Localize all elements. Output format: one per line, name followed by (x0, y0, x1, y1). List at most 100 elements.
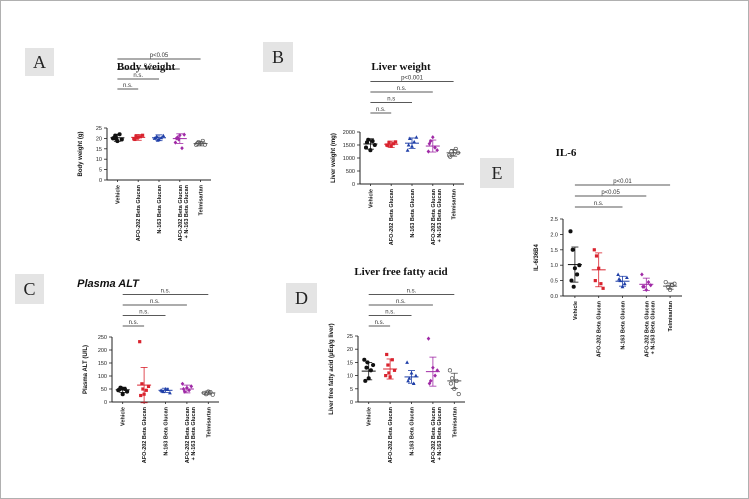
panel-B: B Liver weight 0 500 1000 1500 2000 Liver weigh… (263, 42, 464, 245)
data-point (672, 281, 677, 286)
y-tick-label: 0.0 (550, 294, 558, 300)
significance-label: n.s. (396, 299, 406, 305)
y-tick-label: 0 (99, 178, 102, 184)
data-point (601, 286, 605, 290)
x-tick-label: Telmisartan (452, 406, 458, 437)
data-point (568, 229, 573, 234)
data-point (622, 281, 627, 286)
significance-label: n.s. (376, 107, 386, 113)
significance-label: n.s. (144, 63, 154, 69)
data-point (144, 388, 148, 392)
x-tick-label: N-163 Beta Glucan (410, 188, 416, 237)
data-point (427, 141, 432, 146)
significance-label: n.s. (139, 310, 149, 316)
data-point (161, 133, 166, 138)
data-point (426, 149, 431, 154)
panel-label: C (23, 279, 35, 299)
data-point (141, 387, 145, 391)
significance-label: n.s (387, 97, 395, 103)
x-tick-label: AFO-202 Beta Glucan (389, 188, 395, 245)
y-tick-label: 0 (352, 182, 355, 188)
data-point (134, 134, 138, 138)
x-tick-label: AFO-202 Beta Glucan+ N-163 Beta Glucan (644, 300, 656, 357)
x-tick-label: Vehicle (573, 301, 579, 320)
chart-title: Body weight (117, 61, 176, 73)
data-point (160, 389, 164, 393)
data-point (392, 368, 397, 372)
y-tick-label: 2.5 (550, 217, 558, 223)
y-tick-label: 0 (350, 400, 353, 406)
significance-label: n.s. (375, 320, 385, 326)
data-point (406, 378, 410, 383)
y-tick-label: 1000 (343, 156, 355, 162)
significance-label: n.s. (161, 289, 171, 295)
data-point (208, 390, 213, 395)
x-tick-label: AFO-202 Beta Glucan+ N-163 Beta Glucan (178, 184, 190, 241)
data-point (173, 140, 178, 145)
x-tick-label: N-163 Beta Glucan (410, 406, 416, 455)
data-point (200, 138, 205, 143)
significance-label: n.s. (407, 289, 417, 295)
data-point (448, 154, 453, 159)
data-point (363, 145, 369, 150)
y-axis-label: Body weight (g) (78, 132, 84, 177)
panel-C: C Plasma ALT 0 50 100 150 200 250 Plasma ALT (U/… (15, 274, 219, 463)
data-point (405, 148, 410, 152)
data-point (592, 248, 596, 252)
data-point (625, 275, 629, 280)
data-point (665, 284, 670, 289)
y-tick-label: 20 (347, 347, 353, 353)
data-point (370, 139, 375, 144)
x-tick-label: Vehicle (367, 407, 373, 426)
x-tick-label: Telmisartan (199, 184, 205, 215)
data-point (146, 384, 151, 388)
y-tick-label: 2.0 (550, 232, 558, 238)
y-axis-label: Liver weight (mg) (331, 133, 337, 183)
data-point (414, 373, 418, 378)
data-point (139, 393, 143, 398)
chart-title: IL-6 (556, 147, 577, 159)
panel-label-box (25, 48, 54, 76)
data-point (431, 135, 435, 140)
data-point (456, 392, 461, 397)
data-point (433, 145, 437, 150)
data-point (141, 133, 145, 137)
y-tick-label: 25 (96, 126, 102, 132)
y-tick-label: 10 (96, 157, 102, 163)
data-point (646, 280, 651, 285)
data-point (593, 279, 597, 283)
y-tick-label: 1500 (343, 143, 355, 149)
data-point (140, 382, 144, 386)
y-tick-label: 150 (98, 361, 107, 367)
data-point (594, 254, 599, 258)
x-tick-label: Vehicle (121, 407, 127, 426)
y-tick-label: 250 (98, 335, 107, 341)
y-axis-label: Liver free fatty acid (μEq/g liver) (329, 323, 335, 414)
x-tick-label: AFO-202 Beta Glucan (597, 300, 603, 357)
panel-label-box (480, 158, 514, 188)
significance-label: p<0.01 (613, 179, 632, 185)
significance-label: p<0.05 (601, 190, 620, 196)
data-point (426, 336, 431, 341)
panel-E: E IL-6 0.0 0.5 1.0 1.5 2.0 2.5 IL-6/36B4 Vehicle A… (480, 147, 682, 357)
data-point (571, 284, 576, 289)
y-tick-label: 15 (347, 360, 353, 366)
y-tick-label: 50 (101, 387, 107, 393)
significance-label: p<0.001 (401, 76, 424, 82)
data-point (362, 357, 367, 362)
data-point (390, 358, 394, 362)
y-tick-label: 10 (347, 374, 353, 380)
data-point (453, 146, 458, 151)
data-point (407, 376, 412, 380)
y-tick-label: 0 (104, 400, 107, 406)
x-tick-label: AFO-202 Beta Glucan+ N-163 Beta Glucan (431, 188, 443, 245)
x-tick-label: AFO-202 Beta Glucan+ N-163 Beta Glucan (185, 406, 197, 463)
y-tick-label: 5 (99, 168, 102, 174)
data-point (394, 140, 398, 144)
data-point (570, 247, 575, 252)
data-point (427, 381, 432, 386)
data-point (386, 143, 390, 148)
data-point (435, 148, 439, 153)
data-point (384, 374, 388, 378)
